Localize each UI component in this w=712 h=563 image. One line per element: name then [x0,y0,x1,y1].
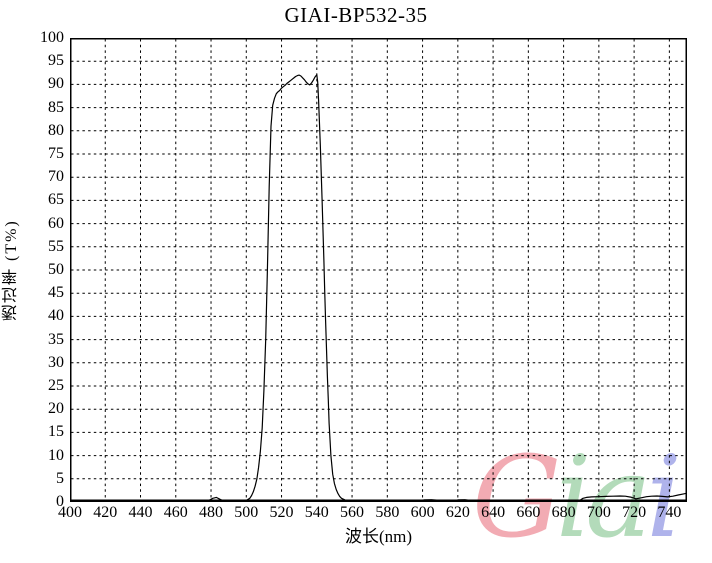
y-tick-label: 60 [48,214,64,232]
y-tick-label: 95 [48,52,64,70]
y-tick-label: 90 [48,75,64,93]
x-tick-label: 560 [340,504,365,521]
x-tick-label: 440 [128,504,153,521]
x-tick-label: 720 [622,504,647,521]
x-tick-label: 400 [58,504,82,521]
y-tick-label: 5 [56,469,64,487]
y-tick-label: 75 [48,145,64,162]
y-tick-label: 15 [48,423,64,441]
x-tick-label: 580 [375,504,400,521]
x-tick-label: 640 [481,504,506,521]
x-tick-label: 700 [586,504,611,521]
x-tick-label: 420 [93,504,118,521]
y-tick-label: 55 [48,237,64,255]
transmission-curve [70,74,687,502]
y-tick-label: 100 [40,29,64,46]
x-tick-label: 600 [410,504,435,521]
y-tick-label: 85 [48,98,64,116]
y-tick-label: 40 [48,307,64,325]
x-axis-title: 波长(nm) [344,527,413,546]
chart-title: GIAI-BP532-35 [284,3,428,27]
y-axis-title: 透过率 (T%) [3,219,20,321]
x-tick-label: 740 [657,504,682,521]
x-tick-label: 620 [445,504,470,521]
x-tick-label: 660 [516,504,541,521]
x-tick-label: 680 [551,504,576,521]
x-tick-label: 480 [199,504,224,521]
plot-area [70,38,687,502]
y-tick-label: 70 [48,168,64,186]
y-tick-label: 30 [48,353,64,371]
x-tick-label: 500 [234,504,259,521]
y-tick-label: 45 [48,284,64,302]
y-tick-label: 20 [48,400,64,418]
y-tick-label: 10 [48,446,64,464]
watermark-letter: G [472,433,562,563]
y-tick-label: 25 [48,377,64,394]
y-tick-label: 0 [56,493,64,510]
y-tick-label: 65 [48,191,64,209]
x-tick-label: 460 [163,504,188,521]
x-tick-label: 540 [304,504,329,521]
x-tick-label: 520 [269,504,294,521]
y-tick-label: 50 [48,261,64,278]
y-tick-label: 35 [48,330,64,348]
y-tick-label: 80 [48,121,64,139]
